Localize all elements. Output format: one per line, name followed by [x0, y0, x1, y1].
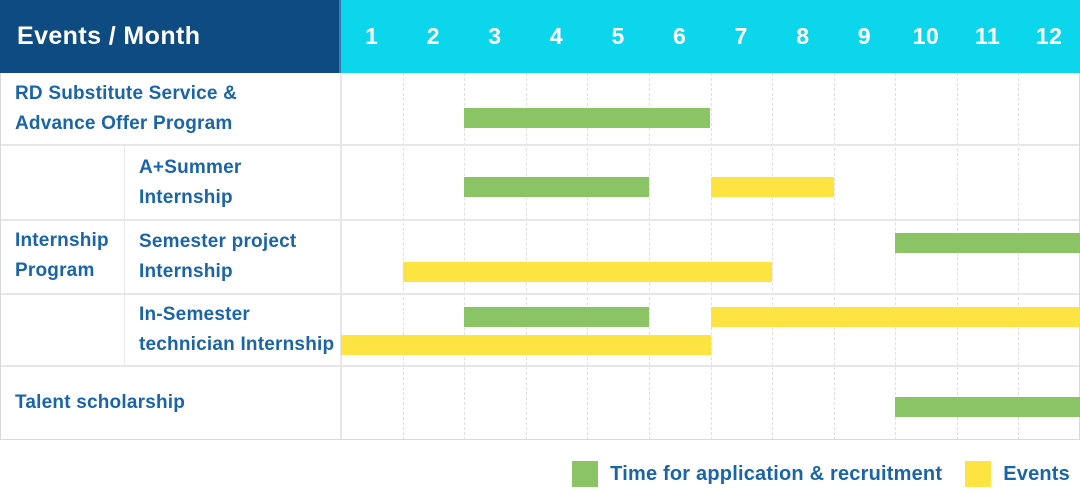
- label-line: RD Substitute Service &: [15, 83, 238, 104]
- month-header-7: 7: [734, 23, 748, 49]
- month-gridline: [895, 73, 897, 440]
- month-header-3: 3: [488, 23, 502, 49]
- gantt-bar-recruitment: [464, 177, 649, 197]
- legend: Time for application & recruitment Event…: [572, 459, 1070, 489]
- group-label: Internship Program: [0, 145, 124, 366]
- month-header-6: 6: [673, 23, 687, 49]
- gantt-bar-events: [710, 307, 1080, 327]
- gantt-bar-events: [710, 177, 834, 197]
- corner-header-label: Events / Month: [17, 22, 201, 50]
- row-label: A+Summer Internship: [124, 145, 341, 220]
- label-line: Internship: [139, 186, 233, 208]
- legend-label-recruitment: Time for application & recruitment: [610, 462, 943, 485]
- month-header-row: 1 2 3 4 5 6 7 8 9 10 11 12: [341, 0, 1080, 73]
- legend-swatch-recruitment: [572, 461, 599, 487]
- gantt-bar-recruitment: [895, 233, 1080, 253]
- month-gridline: [772, 73, 774, 440]
- month-header-1: 1: [365, 23, 379, 49]
- label-line: Semester project: [139, 231, 297, 252]
- label-line: Advance Offer Program: [15, 113, 233, 134]
- month-header-12: 12: [1035, 23, 1063, 49]
- group-column-border: [124, 145, 125, 366]
- label-line: In-Semester: [139, 304, 250, 325]
- gantt-bar-recruitment: [464, 307, 649, 327]
- month-header-11: 11: [974, 23, 1001, 49]
- month-gridline: [710, 73, 712, 440]
- corner-header: Events / Month: [0, 0, 341, 73]
- gantt-bar-recruitment: [895, 397, 1080, 417]
- gantt-bar-events: [402, 262, 773, 282]
- legend-label-events: Events: [1003, 462, 1070, 485]
- row-label: RD Substitute Service & Advance Offer Pro…: [0, 73, 341, 145]
- row-label: Semester project Internship: [124, 220, 341, 294]
- month-gridline: [402, 73, 404, 440]
- month-header-9: 9: [857, 23, 872, 49]
- label-line: Talent scholarship: [15, 392, 186, 413]
- label-line: A+Summer: [139, 156, 242, 178]
- month-gridline: [648, 73, 650, 440]
- month-header-2: 2: [426, 23, 441, 49]
- month-gridline: [1018, 73, 1020, 440]
- month-gridline: [525, 73, 527, 440]
- row-label: In-Semester technician Internship: [124, 294, 341, 366]
- month-header-5: 5: [611, 23, 625, 49]
- month-gridline: [956, 73, 958, 440]
- label-line: technician Internship: [139, 334, 335, 355]
- label-column-border: [340, 73, 342, 440]
- label-line: Internship: [139, 261, 233, 282]
- gantt-bar-events: [341, 335, 711, 355]
- legend-swatch-events: [965, 461, 992, 487]
- month-header-8: 8: [796, 23, 810, 49]
- gantt-bar-recruitment: [464, 108, 711, 128]
- row-label: Talent scholarship: [0, 366, 341, 440]
- label-line: Program: [15, 259, 95, 281]
- row-separator: [0, 365, 1080, 367]
- month-gridline: [833, 73, 835, 440]
- month-header-10: 10: [912, 23, 940, 49]
- row-separator: [0, 293, 1080, 295]
- month-gridline: [587, 73, 589, 440]
- label-line: Internship: [15, 229, 109, 251]
- month-header-4: 4: [549, 23, 564, 49]
- row-separator: [0, 144, 1080, 146]
- month-gridline: [464, 73, 466, 440]
- table-border-bottom: [0, 439, 1080, 440]
- table-border-left: [0, 73, 1, 440]
- row-separator: [0, 219, 1080, 221]
